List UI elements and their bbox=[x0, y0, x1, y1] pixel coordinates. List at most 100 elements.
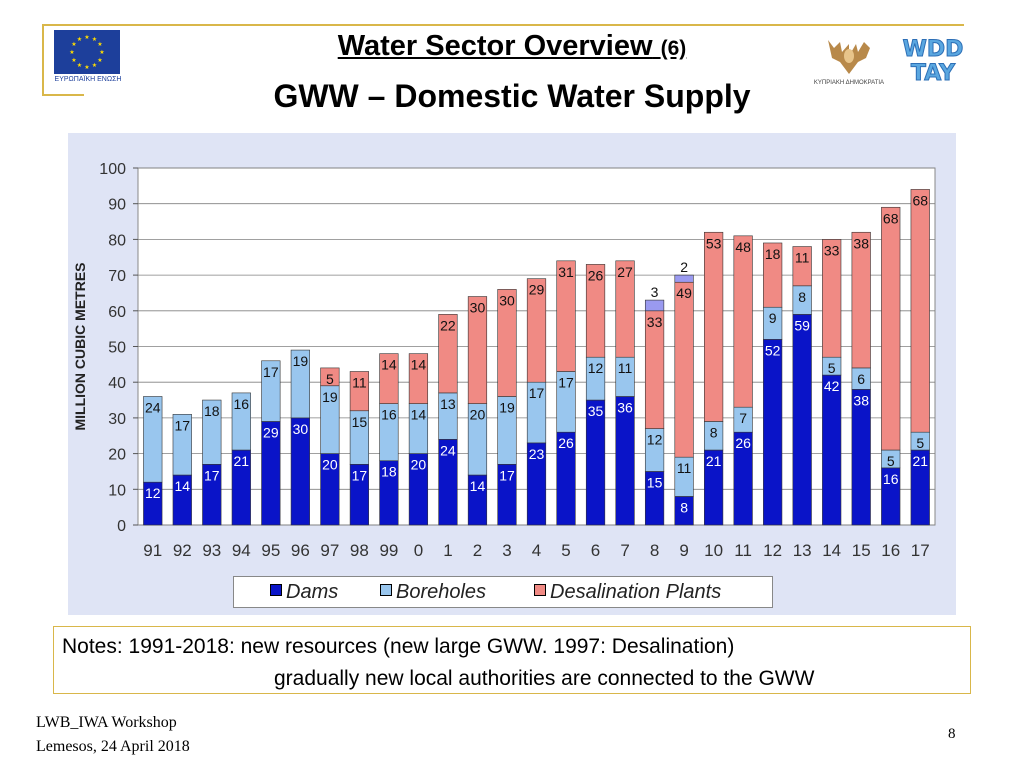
data-label-dams: 15 bbox=[647, 474, 663, 490]
data-label-boreholes: 8 bbox=[710, 424, 718, 440]
bar-desalination bbox=[526, 278, 547, 383]
x-tick-label: 9 bbox=[679, 541, 688, 560]
x-tick-label: 11 bbox=[734, 541, 752, 560]
x-tick-label: 5 bbox=[561, 541, 570, 560]
bar-desalination bbox=[763, 242, 783, 308]
legend-label-dams: Dams bbox=[286, 581, 339, 603]
eu-logo: ★ ★ ★ ★ ★ ★ ★ ★ ★ ★ ★ ★ ΕΥΡΩΠΑΪΚΗ ΕΝΩΣΗ bbox=[52, 30, 122, 86]
data-label-boreholes: 18 bbox=[204, 403, 220, 419]
bar-desalination bbox=[467, 296, 488, 404]
cyprus-logo-text: ΚΥΠΡΙΑΚΗ ΔΗΜΟΚΡΑΤΙΑ bbox=[813, 80, 885, 86]
data-label-desalination: 27 bbox=[617, 264, 633, 280]
data-label-desalination: 68 bbox=[883, 210, 899, 226]
data-label-desalination: 31 bbox=[558, 264, 574, 280]
x-tick-label: 2 bbox=[473, 541, 482, 560]
y-tick-label: 20 bbox=[108, 447, 126, 464]
x-tick-label: 12 bbox=[763, 541, 782, 560]
data-label-dams: 8 bbox=[680, 499, 688, 515]
bar-dams bbox=[792, 314, 812, 526]
page-subtitle: GWW – Domestic Water Supply bbox=[273, 78, 751, 114]
data-label-boreholes: 15 bbox=[352, 414, 368, 430]
x-tick-label: 98 bbox=[350, 541, 369, 560]
data-label-dams: 26 bbox=[735, 435, 751, 451]
data-label-boreholes: 17 bbox=[529, 385, 545, 401]
data-label-desalination: 68 bbox=[912, 192, 928, 208]
data-label-dams: 52 bbox=[765, 342, 781, 358]
bar-desalination bbox=[674, 281, 694, 458]
bar-boreholes bbox=[172, 414, 192, 476]
x-tick-label: 91 bbox=[143, 541, 162, 560]
data-label-boreholes: 19 bbox=[322, 389, 338, 405]
data-label-desalination: 14 bbox=[411, 357, 427, 373]
svg-text:★: ★ bbox=[97, 57, 102, 64]
data-label-dams: 29 bbox=[263, 424, 279, 440]
x-tick-label: 4 bbox=[532, 541, 541, 560]
bar-boreholes bbox=[143, 396, 163, 483]
y-tick-label: 40 bbox=[108, 375, 126, 392]
footer-event: LWB_IWA Workshop bbox=[36, 714, 177, 731]
data-label-boreholes: 13 bbox=[440, 396, 456, 412]
bar-desalination bbox=[881, 206, 901, 451]
legend-swatch-desalination bbox=[534, 584, 546, 596]
y-tick-label: 70 bbox=[108, 268, 126, 285]
data-label-boreholes: 11 bbox=[677, 460, 692, 476]
legend-swatch-dams bbox=[270, 584, 282, 596]
legend-swatch-boreholes bbox=[380, 584, 392, 596]
svg-text:★: ★ bbox=[69, 49, 74, 56]
bar-boreholes bbox=[231, 392, 251, 451]
notes-line-1: Notes: 1991-2018: new resources (new lar… bbox=[62, 635, 735, 658]
bar-desalination bbox=[792, 246, 812, 287]
svg-text:★: ★ bbox=[97, 41, 102, 48]
cyprus-logo: ΚΥΠΡΙΑΚΗ ΔΗΜΟΚΡΑΤΙΑ bbox=[806, 34, 892, 90]
svg-text:★: ★ bbox=[92, 62, 97, 69]
bar-boreholes bbox=[261, 360, 281, 422]
data-label-desalination: 22 bbox=[440, 317, 456, 333]
x-tick-label: 92 bbox=[173, 541, 192, 560]
svg-text:★: ★ bbox=[77, 62, 82, 69]
data-label-other: 2 bbox=[680, 259, 688, 275]
bar-desalination bbox=[320, 367, 340, 387]
data-label-desalination: 30 bbox=[470, 300, 486, 316]
x-tick-label: 0 bbox=[414, 541, 423, 560]
data-label-boreholes: 6 bbox=[857, 371, 865, 387]
data-label-desalination: 33 bbox=[824, 242, 840, 258]
bar-boreholes bbox=[290, 349, 310, 419]
data-label-boreholes: 5 bbox=[828, 360, 836, 376]
y-tick-label: 50 bbox=[108, 340, 126, 357]
y-tick-label: 30 bbox=[108, 411, 126, 428]
data-label-boreholes: 17 bbox=[263, 364, 279, 380]
bar-desalination bbox=[379, 353, 399, 404]
data-label-desalination: 33 bbox=[647, 314, 663, 330]
data-label-boreholes: 19 bbox=[499, 399, 515, 415]
data-label-dams: 24 bbox=[440, 442, 456, 458]
svg-text:★: ★ bbox=[84, 64, 89, 71]
page-number: 8 bbox=[948, 726, 956, 742]
data-label-boreholes: 7 bbox=[739, 410, 747, 426]
svg-text:★: ★ bbox=[71, 57, 76, 64]
y-tick-label: 60 bbox=[108, 304, 126, 321]
x-tick-label: 93 bbox=[202, 541, 221, 560]
bar-dams bbox=[851, 389, 871, 526]
x-tick-label: 8 bbox=[650, 541, 659, 560]
data-label-dams: 59 bbox=[794, 317, 810, 333]
data-label-dams: 36 bbox=[617, 399, 633, 415]
bar-desalination bbox=[497, 289, 517, 397]
wdd-logo: WDD TAY bbox=[900, 34, 966, 87]
data-label-desalination: 18 bbox=[765, 246, 781, 262]
data-label-dams: 17 bbox=[204, 467, 220, 483]
data-label-boreholes: 9 bbox=[769, 310, 777, 326]
frame-left-rule bbox=[42, 24, 44, 96]
data-label-boreholes: 24 bbox=[145, 399, 161, 415]
footer-date: Lemesos, 24 April 2018 bbox=[36, 738, 190, 755]
data-label-dams: 21 bbox=[234, 453, 250, 469]
legend-label-desalination: Desalination Plants bbox=[550, 581, 722, 603]
notes-line-2: gradually new local authorities are conn… bbox=[274, 667, 815, 690]
data-label-dams: 38 bbox=[853, 392, 869, 408]
data-label-dams: 26 bbox=[558, 435, 574, 451]
data-label-dams: 14 bbox=[174, 478, 190, 494]
chart-legend: Dams Boreholes Desalination Plants bbox=[233, 576, 773, 608]
y-tick-label: 90 bbox=[108, 197, 126, 214]
bar-desalination bbox=[733, 235, 753, 408]
data-label-dams: 20 bbox=[322, 457, 338, 473]
